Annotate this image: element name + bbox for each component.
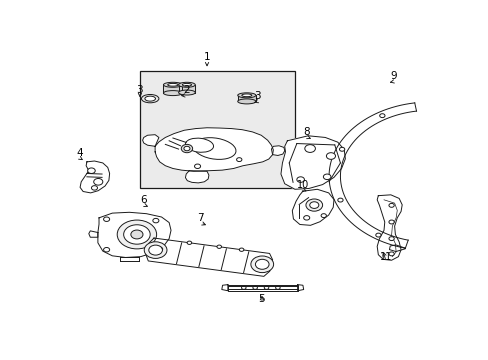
Circle shape — [91, 186, 97, 190]
Circle shape — [217, 245, 221, 248]
Circle shape — [388, 203, 393, 207]
Circle shape — [131, 230, 142, 239]
Circle shape — [264, 286, 268, 289]
Polygon shape — [80, 161, 109, 193]
Circle shape — [87, 168, 95, 174]
Polygon shape — [146, 238, 272, 276]
Circle shape — [194, 164, 200, 168]
Polygon shape — [227, 285, 297, 291]
Ellipse shape — [237, 99, 255, 104]
Circle shape — [153, 219, 159, 223]
Polygon shape — [237, 95, 255, 102]
Polygon shape — [280, 136, 345, 189]
Polygon shape — [142, 135, 159, 146]
Text: 5: 5 — [258, 294, 265, 304]
Polygon shape — [98, 212, 171, 257]
Text: 8: 8 — [303, 127, 309, 137]
Text: 4: 4 — [76, 148, 82, 158]
Text: 6: 6 — [140, 195, 147, 205]
Circle shape — [321, 214, 326, 217]
Circle shape — [183, 146, 189, 151]
Circle shape — [187, 241, 191, 244]
Circle shape — [375, 233, 380, 237]
Circle shape — [103, 217, 109, 221]
Circle shape — [304, 145, 315, 152]
Text: 3: 3 — [136, 85, 143, 95]
Ellipse shape — [167, 84, 178, 86]
Circle shape — [339, 147, 344, 151]
Circle shape — [148, 245, 162, 255]
Polygon shape — [297, 285, 303, 291]
Circle shape — [94, 179, 102, 185]
Circle shape — [379, 114, 384, 118]
Ellipse shape — [178, 90, 195, 95]
Circle shape — [181, 144, 192, 153]
Polygon shape — [185, 171, 208, 183]
Circle shape — [255, 259, 268, 269]
Text: 7: 7 — [197, 213, 203, 223]
Text: 2: 2 — [183, 85, 189, 95]
Text: 3: 3 — [254, 91, 260, 102]
Circle shape — [275, 286, 280, 289]
Circle shape — [252, 286, 257, 289]
Ellipse shape — [242, 94, 251, 97]
Circle shape — [296, 177, 304, 183]
Polygon shape — [163, 85, 182, 93]
Circle shape — [236, 158, 242, 162]
Polygon shape — [222, 285, 227, 291]
Ellipse shape — [141, 94, 159, 103]
Ellipse shape — [237, 93, 255, 98]
Circle shape — [305, 199, 322, 211]
Ellipse shape — [163, 91, 182, 96]
Polygon shape — [376, 195, 401, 260]
Polygon shape — [328, 103, 416, 248]
Bar — [140, 71, 295, 188]
Circle shape — [388, 252, 393, 256]
Polygon shape — [155, 128, 273, 171]
Polygon shape — [388, 245, 405, 252]
Polygon shape — [178, 85, 195, 93]
Circle shape — [144, 242, 166, 258]
Circle shape — [241, 286, 245, 289]
Ellipse shape — [193, 138, 236, 159]
Circle shape — [123, 225, 150, 244]
Circle shape — [337, 198, 343, 202]
Text: 9: 9 — [390, 72, 396, 81]
Circle shape — [309, 202, 318, 208]
Polygon shape — [292, 189, 333, 225]
Circle shape — [323, 174, 330, 180]
Circle shape — [250, 256, 273, 273]
Ellipse shape — [185, 138, 213, 152]
Circle shape — [103, 247, 109, 252]
Circle shape — [239, 248, 244, 251]
Polygon shape — [271, 146, 284, 156]
Ellipse shape — [178, 82, 195, 87]
Ellipse shape — [182, 84, 191, 86]
Circle shape — [117, 220, 156, 249]
Circle shape — [388, 237, 393, 240]
Ellipse shape — [144, 96, 155, 101]
Ellipse shape — [163, 82, 182, 87]
Text: 10: 10 — [296, 180, 308, 190]
Text: 11: 11 — [379, 252, 391, 262]
Circle shape — [303, 216, 309, 220]
Polygon shape — [89, 231, 98, 237]
Circle shape — [326, 153, 335, 159]
Circle shape — [388, 220, 393, 224]
Text: 1: 1 — [203, 51, 210, 62]
Circle shape — [156, 247, 163, 251]
